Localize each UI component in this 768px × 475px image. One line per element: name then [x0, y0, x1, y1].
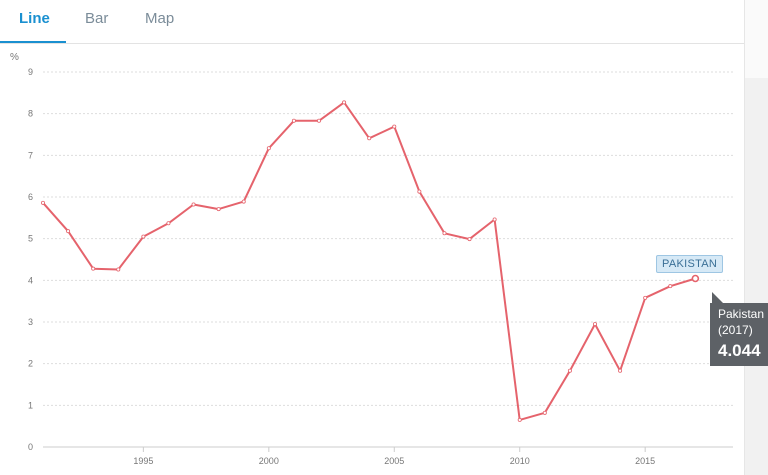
data-point [216, 207, 221, 212]
data-tooltip: Pakistan (2017) 4.044 [710, 303, 768, 366]
data-point [116, 267, 121, 272]
data-point [492, 217, 497, 222]
y-tick-label: 7 [28, 150, 33, 160]
tooltip-arrow [712, 292, 723, 303]
y-tick-label: 2 [28, 359, 33, 369]
data-point [417, 189, 422, 194]
data-point [66, 229, 71, 234]
data-point [668, 284, 673, 289]
data-point [542, 410, 547, 415]
data-point [241, 199, 246, 204]
scrollbar-thumb[interactable] [745, 0, 768, 78]
data-point [316, 118, 321, 123]
data-point [517, 417, 522, 422]
x-tick-label: 2005 [384, 456, 404, 466]
data-point [266, 146, 271, 151]
active-tab-indicator [0, 41, 66, 43]
x-tick-label: 2000 [259, 456, 279, 466]
y-axis-unit-label: % [10, 52, 19, 63]
x-tick-label: 1995 [133, 456, 153, 466]
tab-bar[interactable]: Bar [85, 10, 109, 27]
series-line-pakistan [42, 101, 696, 421]
data-point [291, 118, 296, 123]
data-point [567, 368, 572, 373]
y-tick-label: 4 [28, 275, 33, 285]
tab-map[interactable]: Map [145, 10, 175, 27]
y-tick-label: 1 [28, 400, 33, 410]
data-point [141, 234, 146, 239]
data-point [367, 136, 372, 141]
y-tick-label: 5 [28, 234, 33, 244]
data-point [392, 124, 397, 129]
highlighted-data-point [691, 274, 700, 283]
y-tick-label: 6 [28, 192, 33, 202]
line-chart: 0 1 2 3 4 5 6 7 8 9 1995 2000 2005 2010 2015 [28, 67, 733, 466]
data-point [643, 295, 648, 300]
y-tick-label: 9 [28, 67, 33, 77]
data-point [342, 100, 347, 105]
tooltip-value: 4.044 [718, 341, 761, 360]
series-tag-pakistan[interactable]: PAKISTAN [656, 255, 724, 273]
data-point [166, 221, 171, 226]
y-tick-label: 0 [28, 442, 33, 452]
data-point [618, 368, 623, 373]
tooltip-year: (2017) [718, 323, 753, 337]
data-point [442, 231, 447, 236]
chart-tab-bar: Line Bar Map [0, 0, 744, 44]
data-point [593, 322, 598, 327]
y-tick-label: 8 [28, 109, 33, 119]
scrollbar-track[interactable] [744, 0, 768, 475]
data-point [91, 266, 96, 271]
data-point [41, 200, 46, 205]
data-point [467, 237, 472, 242]
x-tick-label: 2010 [510, 456, 530, 466]
tab-line[interactable]: Line [19, 10, 50, 27]
x-tick-label: 2015 [635, 456, 655, 466]
data-point [191, 202, 196, 207]
y-tick-label: 3 [28, 317, 33, 327]
tooltip-country: Pakistan [718, 307, 765, 321]
